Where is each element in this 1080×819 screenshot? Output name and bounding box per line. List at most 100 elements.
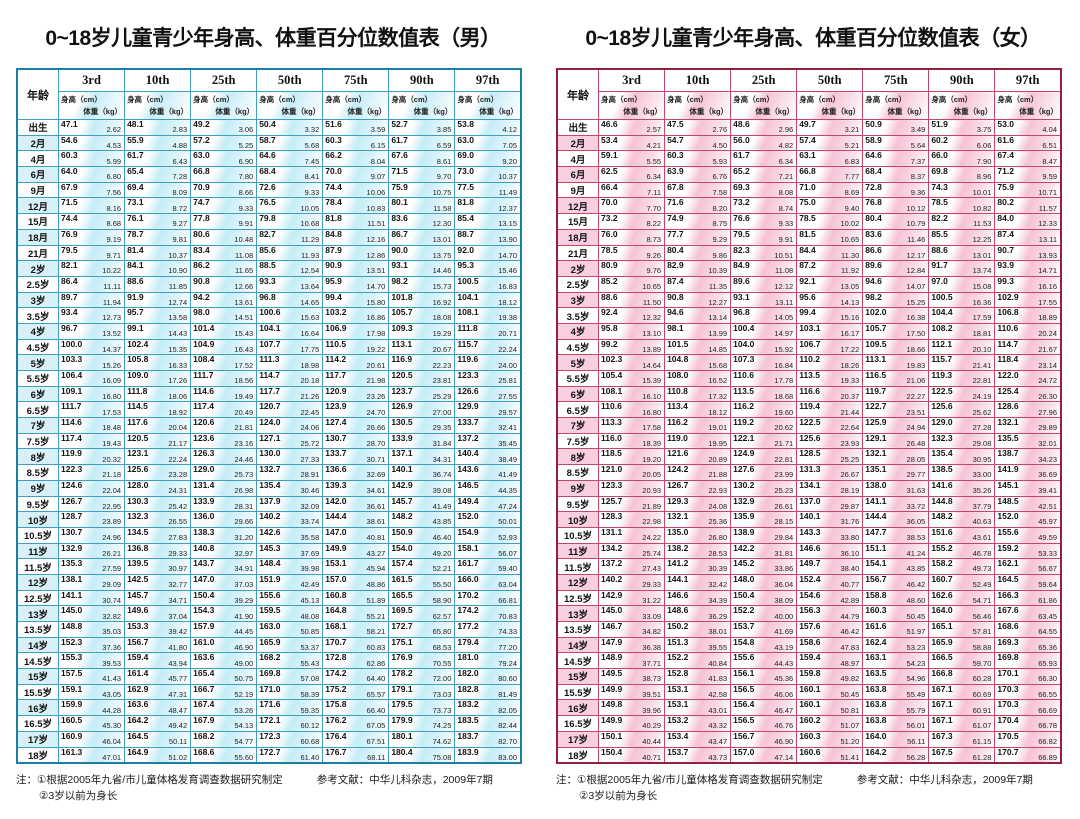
height-value: 127.6 [733, 464, 755, 475]
data-cell: 166.3 61.86 [994, 589, 1062, 607]
weight-value: 21.41 [972, 360, 992, 370]
data-cell: 129.9 29.57 [454, 401, 522, 419]
height-value: 123.1 [127, 448, 149, 459]
weight-value: 70.83 [498, 611, 517, 621]
weight-value: 43.47 [708, 737, 728, 746]
weight-value: 2.83 [172, 125, 188, 135]
data-cell: 69.0 9.20 [454, 150, 522, 168]
height-value: 147.0 [325, 527, 347, 537]
height-value: 172.3 [259, 731, 281, 741]
weight-value: 10.06 [366, 187, 386, 197]
height-value: 86.7 [391, 229, 408, 239]
data-cell: 147.0 37.03 [190, 573, 258, 591]
measure-labels: 身高（cm） 体重（kg） [190, 91, 258, 120]
age-label: 9.5岁 [16, 495, 59, 513]
weight-value: 29.35 [432, 423, 452, 433]
weight-value: 46.42 [906, 580, 926, 590]
weight-value: 27.83 [168, 533, 188, 543]
height-value: 138.0 [865, 480, 887, 490]
data-cell: 127.6 23.99 [730, 464, 798, 481]
height-value: 90.7 [997, 245, 1014, 255]
height-value: 87.9 [325, 245, 342, 255]
weight-value: 62.86 [366, 658, 386, 668]
data-cell: 164.8 55.21 [322, 605, 390, 622]
weight-value: 14.70 [366, 282, 386, 292]
height-value: 85.5 [931, 229, 948, 239]
table-row: 3岁 88.6 11.50 90.8 12.27 93.1 13.11 95.6 14.13 98… [556, 291, 1062, 309]
weight-value: 8.75 [712, 219, 728, 229]
data-cell: 137.2 35.45 [454, 432, 522, 450]
data-cell: 133.7 30.71 [322, 448, 390, 466]
weight-value: 48.97 [840, 658, 860, 668]
data-cell: 76.9 9.19 [57, 228, 126, 246]
weight-value: 8.61 [436, 156, 452, 166]
data-cell: 81.5 10.65 [796, 228, 864, 246]
weight-value: 3.32 [304, 125, 320, 135]
weight-value: 40.81 [366, 533, 386, 543]
data-cell: 81.8 12.37 [454, 197, 522, 215]
weight-value: 65.80 [432, 627, 452, 637]
weight-value: 24.94 [906, 423, 926, 433]
data-cell: 103.3 15.26 [57, 354, 126, 371]
weight-value: 8.68 [106, 219, 122, 229]
height-value: 163.1 [865, 652, 887, 663]
height-value: 88.6 [601, 292, 618, 302]
height-value: 64.0 [61, 166, 78, 177]
age-label: 14.5岁 [556, 652, 599, 670]
weight-value: 6.83 [844, 156, 860, 166]
data-cell: 135.0 26.80 [664, 526, 732, 544]
weight-value: 31.76 [840, 517, 860, 527]
weight-value: 65.93 [1038, 658, 1057, 668]
weight-value: 56.67 [1038, 564, 1057, 574]
height-value: 163.8 [865, 715, 887, 726]
data-cell: 123.9 24.70 [322, 401, 390, 419]
height-value: 140.2 [259, 511, 281, 522]
weight-value: 50.01 [498, 517, 517, 527]
weight-value: 15.63 [300, 313, 320, 323]
data-cell: 85.5 12.25 [928, 228, 996, 246]
height-value: 100.6 [259, 307, 281, 318]
weight-value: 8.74 [778, 203, 794, 213]
age-label: 6月 [16, 166, 59, 183]
height-value: 104.0 [733, 339, 755, 349]
height-value: 53.8 [457, 119, 474, 129]
weight-value: 23.28 [168, 470, 188, 480]
weight-value: 39.08 [432, 486, 452, 495]
data-cell: 163.1 54.23 [862, 652, 930, 670]
weight-value: 18.12 [498, 297, 517, 307]
height-value: 113.1 [391, 339, 413, 349]
height-value: 135.4 [931, 448, 953, 459]
measure-labels: 身高（cm） 体重（kg） [57, 91, 126, 120]
data-cell: 93.1 13.11 [730, 291, 798, 309]
weight-value: 21.18 [102, 470, 122, 480]
weight-value: 42.58 [708, 689, 728, 699]
weight-value: 27.55 [498, 391, 517, 401]
weight-value: 38.09 [774, 595, 794, 605]
height-value: 158.6 [799, 637, 821, 647]
table-row: 6岁 109.1 16.80 111.8 18.06 114.6 19.49 117.7 21.… [16, 385, 522, 403]
data-cell: 120.6 21.81 [190, 417, 258, 434]
height-value: 177.2 [457, 621, 479, 631]
data-cell: 160.9 46.04 [57, 730, 126, 748]
height-value: 125.9 [865, 417, 887, 428]
weight-value: 14.71 [1038, 266, 1057, 276]
weight-value: 23.16 [234, 438, 254, 448]
data-cell: 73.2 8.22 [597, 213, 666, 230]
height-value: 157.0 [325, 574, 347, 584]
age-column-header: 年龄 [16, 68, 59, 120]
height-value: 125.7 [601, 496, 623, 506]
height-value: 164.2 [865, 747, 887, 757]
height-value: 140.1 [391, 464, 413, 475]
weight-value: 66.81 [498, 595, 517, 605]
height-value: 114.6 [61, 417, 82, 428]
data-cell: 113.3 17.58 [597, 417, 666, 434]
height-value: 167.3 [931, 731, 953, 741]
weight-value: 37.79 [972, 501, 992, 511]
weight-value: 27.33 [300, 454, 320, 464]
weight-value: 38.49 [498, 454, 517, 464]
data-cell: 66.0 7.90 [928, 150, 996, 168]
weight-value: 20.71 [498, 329, 517, 339]
weight-value: 42.89 [840, 595, 860, 605]
data-cell: 179.5 73.73 [388, 699, 456, 717]
height-value: 151.9 [259, 574, 281, 584]
